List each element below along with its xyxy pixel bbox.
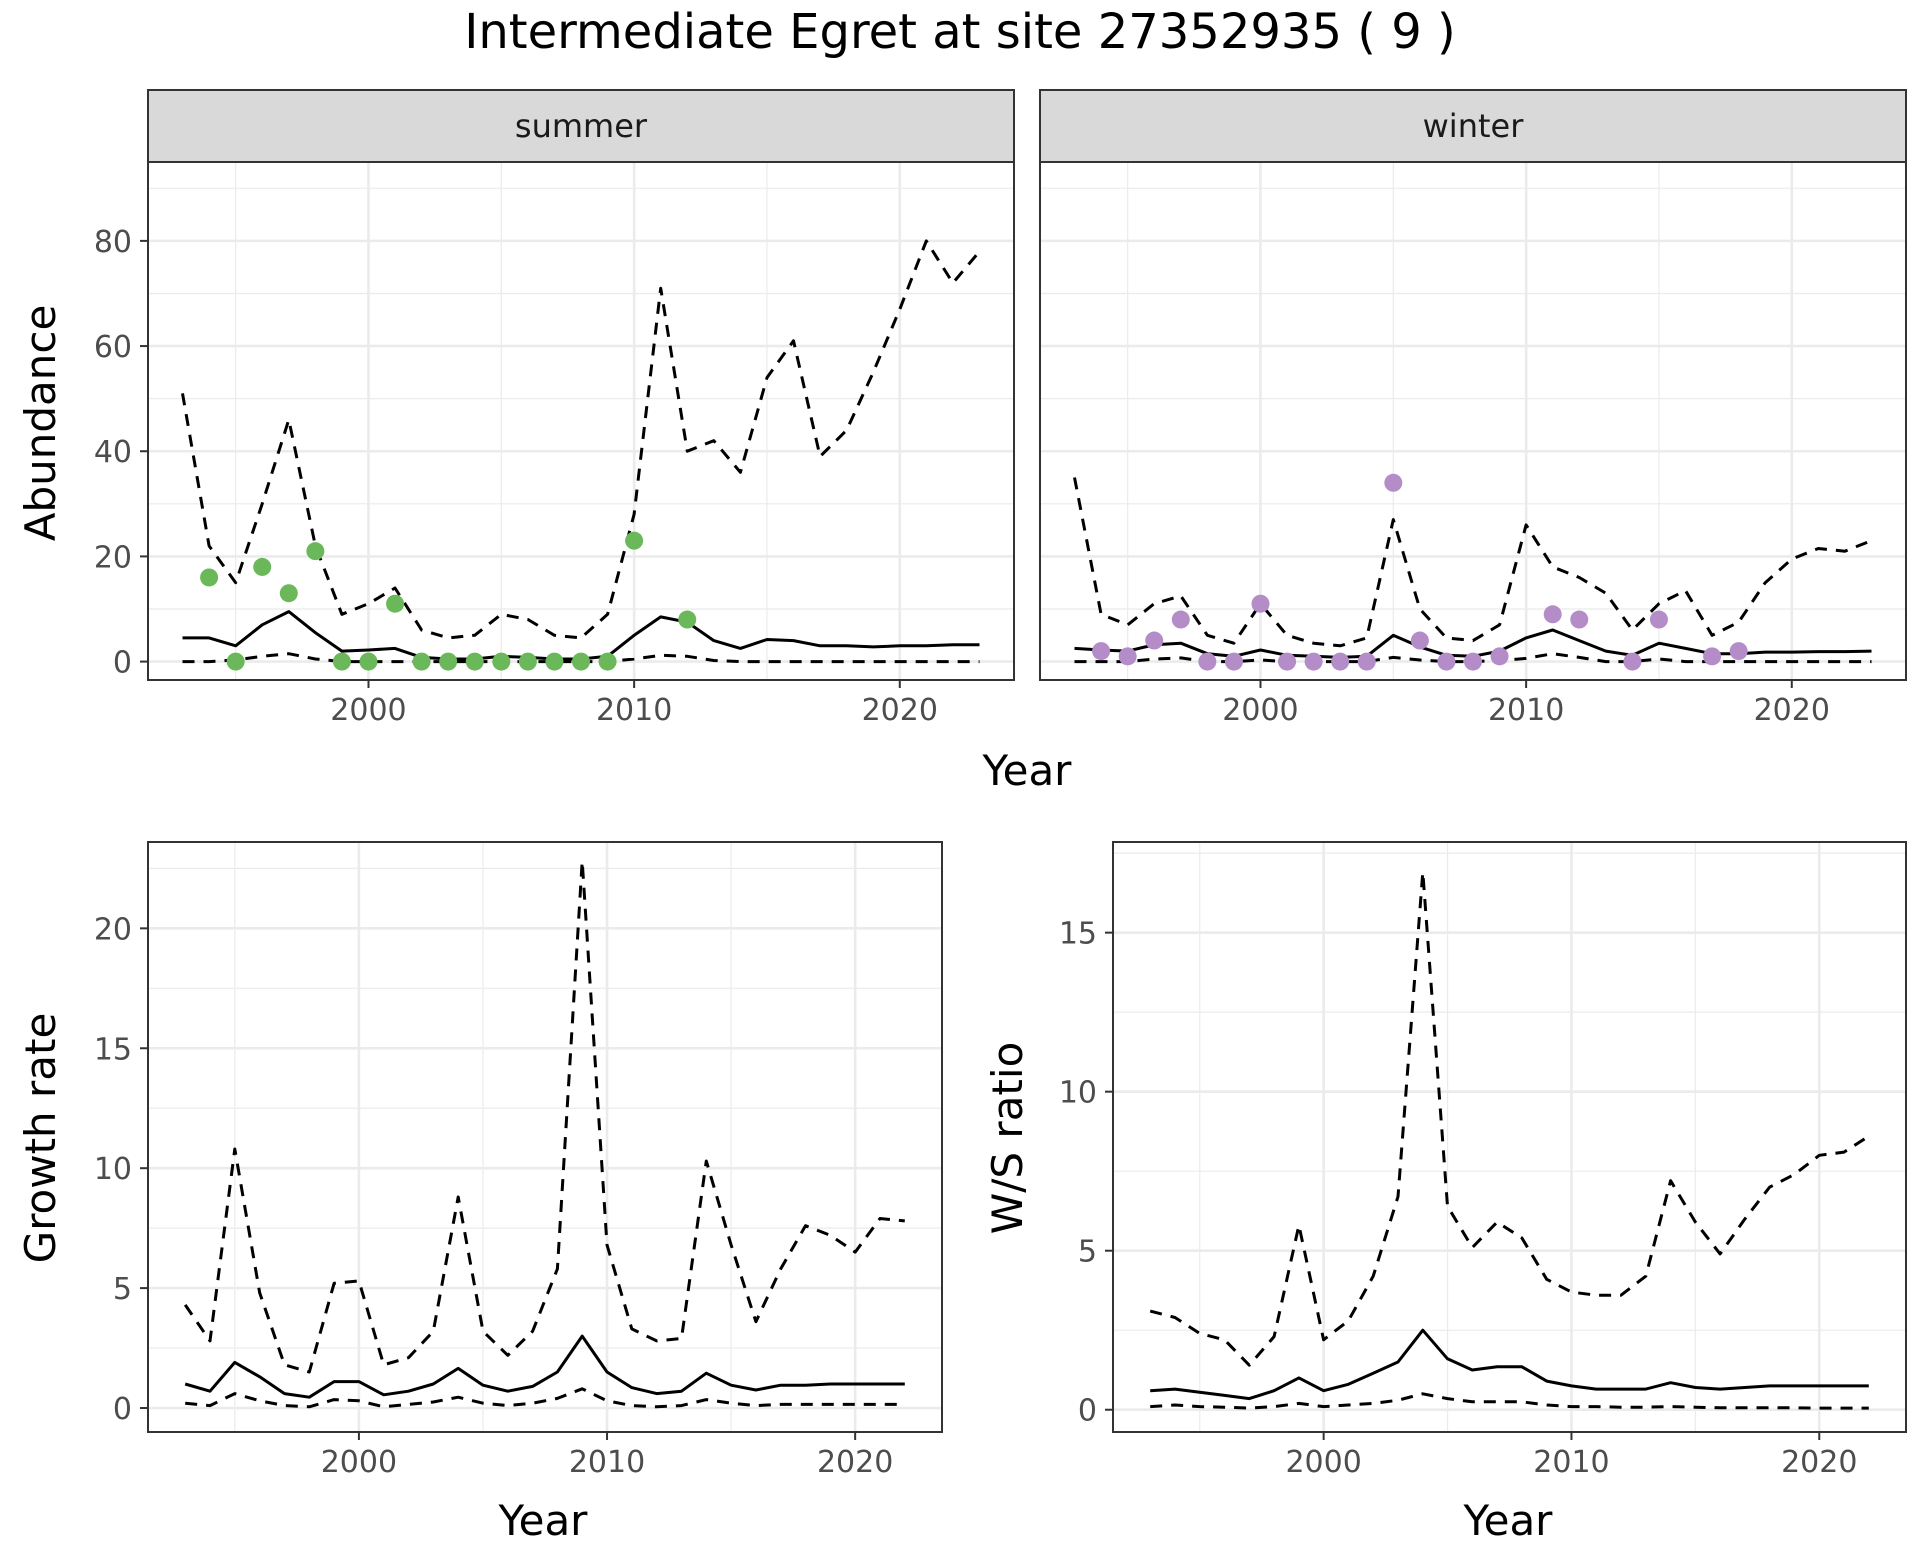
winter-observed-point (1490, 647, 1509, 666)
ws-ratio-y-axis-title: W/S ratio (983, 1042, 1032, 1235)
growth-y-tick-label: 0 (113, 1392, 132, 1427)
ws-ratio-y-tick-label: 5 (1078, 1235, 1097, 1270)
summer-observed-point (518, 652, 537, 671)
growth-rate-panel: 2000 2010 2020 0 5 10 15 20 (94, 841, 943, 1480)
summer-observed-point (465, 652, 484, 671)
ws-ratio-x-tick-label: 2010 (1533, 1445, 1609, 1480)
summer-observed-point (439, 652, 458, 671)
summer-observed-point (200, 568, 219, 587)
growth-mean-line (184, 1334, 905, 1399)
winter-observed-point (1145, 631, 1164, 650)
winter-observed-point (1703, 647, 1722, 666)
winter-observed-point (1410, 631, 1429, 650)
growth-y-tick-label: 15 (94, 1032, 132, 1067)
summer-x-tick-label: 2000 (330, 693, 406, 728)
summer-panel: summer 2000 2010 2020 0 20 40 60 80 (94, 89, 1015, 728)
summer-y-tick-label: 60 (94, 330, 132, 365)
winter-strip-label: winter (1423, 107, 1525, 145)
winter-observed-point (1437, 652, 1456, 671)
winter-observed-point (1729, 642, 1748, 661)
summer-y-tick-label: 80 (94, 225, 132, 260)
growth-plot-background (148, 842, 942, 1432)
winter-upper-line (1073, 477, 1873, 648)
winter-panel: winter 2000 2010 2020 (1039, 89, 1907, 728)
winter-observed-point (1171, 610, 1190, 629)
growth-x-tick-label: 2000 (321, 1445, 397, 1480)
winter-plot-background (1040, 162, 1906, 680)
ws-ratio-y-tick-label: 10 (1059, 1076, 1097, 1111)
growth-y-tick-label: 5 (113, 1272, 132, 1307)
growth-x-axis-title: Year (498, 1496, 589, 1545)
summer-y-tick-label: 20 (94, 540, 132, 575)
winter-observed-point (1118, 647, 1137, 666)
summer-observed-point (306, 542, 325, 561)
winter-x-tick-label: 2000 (1222, 693, 1298, 728)
winter-x-tick-label: 2010 (1488, 693, 1564, 728)
figure-title: Intermediate Egret at site 27352935 ( 9 … (464, 4, 1456, 60)
winter-observed-point (1251, 594, 1270, 613)
summer-observed-point (226, 652, 245, 671)
growth-panel-border (147, 841, 943, 1433)
summer-y-tick-label: 0 (113, 646, 132, 681)
winter-observed-point (1278, 652, 1297, 671)
ws-ratio-x-tick-label: 2020 (1781, 1445, 1857, 1480)
winter-observed-point (1357, 652, 1376, 671)
winter-observed-point (1384, 473, 1403, 492)
summer-x-tick-label: 2010 (596, 693, 672, 728)
growth-upper-line (183, 859, 905, 1374)
summer-x-tick-label: 2020 (862, 693, 938, 728)
growth-y-tick-label: 20 (94, 912, 132, 947)
growth-lower-line (185, 1387, 905, 1409)
abundance-y-axis-title: Abundance (16, 305, 65, 542)
summer-observed-point (253, 557, 272, 576)
ws-ratio-panel: 2000 2010 2020 0 5 10 15 (1059, 841, 1907, 1480)
ws-ratio-x-axis-title: Year (1463, 1496, 1554, 1545)
ws-ratio-lower-line (1150, 1392, 1869, 1410)
growth-x-tick-label: 2020 (817, 1445, 893, 1480)
summer-strip (147, 89, 1015, 163)
winter-observed-point (1623, 652, 1642, 671)
ws-ratio-y-tick-label: 15 (1059, 917, 1097, 952)
winter-observed-point (1570, 610, 1589, 629)
summer-observed-point (332, 652, 351, 671)
growth-y-tick-label: 10 (94, 1152, 132, 1187)
summer-observed-point (678, 610, 697, 629)
summer-y-tick-label: 40 (94, 435, 132, 470)
ws-ratio-mean-line (1150, 1328, 1869, 1401)
winter-observed-point (1092, 642, 1111, 661)
winter-observed-point (1649, 610, 1668, 629)
summer-observed-point (359, 652, 378, 671)
winter-observed-point (1224, 652, 1243, 671)
ws-ratio-plot-background (1113, 842, 1906, 1432)
ws-ratio-panel-border (1112, 841, 1907, 1433)
winter-observed-point (1198, 652, 1217, 671)
winter-x-tick-label: 2020 (1754, 693, 1830, 728)
winter-strip (1039, 89, 1907, 163)
summer-observed-point (545, 652, 564, 671)
summer-observed-point (625, 531, 644, 550)
growth-rate-y-axis-title: Growth rate (16, 1013, 65, 1264)
summer-strip-label: summer (515, 107, 648, 145)
summer-observed-point (492, 652, 511, 671)
summer-observed-point (279, 584, 298, 603)
ws-ratio-upper-line (1149, 870, 1870, 1367)
top-x-axis-title: Year (982, 746, 1073, 795)
ws-ratio-x-tick-label: 2000 (1285, 1445, 1361, 1480)
winter-observed-point (1304, 652, 1323, 671)
growth-x-tick-label: 2010 (569, 1445, 645, 1480)
winter-observed-point (1331, 652, 1350, 671)
summer-observed-point (412, 652, 431, 671)
winter-observed-point (1464, 652, 1482, 671)
summer-observed-point (386, 594, 405, 613)
winter-observed-point (1543, 605, 1562, 624)
summer-observed-point (572, 652, 590, 671)
ws-ratio-y-tick-label: 0 (1078, 1394, 1097, 1429)
summer-observed-point (598, 652, 617, 671)
